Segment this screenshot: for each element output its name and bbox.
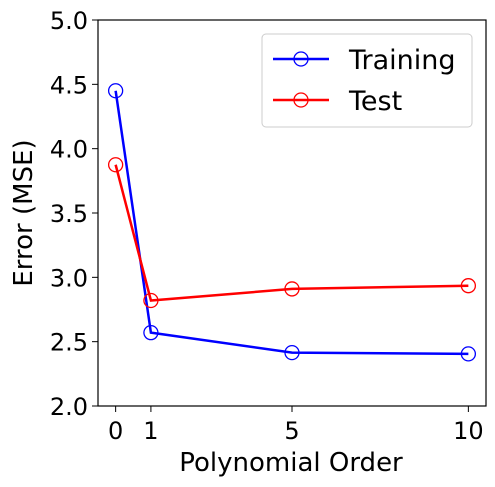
y-tick-label: 2.0 (50, 393, 88, 421)
x-tick-label: 10 (453, 417, 484, 445)
axis-layer: 0 1 5 10 2.0 2.5 3.0 3.5 4.0 4.5 5.0 (50, 7, 484, 445)
test-series-line (114, 164, 469, 302)
y-tick-label: 3.5 (50, 200, 88, 228)
x-tick-label: 0 (108, 417, 123, 445)
training-point (284, 344, 300, 361)
test-point (107, 157, 124, 173)
test-point (143, 292, 159, 309)
training-point (107, 83, 124, 99)
y-tick-label: 3.0 (50, 264, 88, 292)
y-tick-label: 5.0 (50, 7, 88, 35)
legend-training-label: Training (348, 45, 456, 76)
y-axis-title: Error (MSE) (9, 139, 39, 286)
legend: Training Test (261, 33, 473, 128)
training-point (460, 346, 477, 362)
legend-frame (261, 33, 473, 128)
y-tick-label: 2.5 (50, 329, 88, 357)
legend-test-label: Test (348, 86, 402, 117)
legend-test-marker (293, 92, 309, 108)
y-tick-label: 4.0 (50, 136, 88, 164)
training-point (143, 325, 159, 341)
x-tick-label: 5 (284, 417, 299, 445)
y-tick-label: 4.5 (50, 71, 88, 99)
legend-training-marker (293, 51, 309, 67)
test-point (284, 281, 300, 297)
x-axis-title: Polynomial Order (179, 448, 403, 478)
series-layer (107, 83, 477, 362)
training-series-line (114, 90, 469, 356)
test-point (460, 278, 477, 294)
x-tick-label: 1 (143, 417, 158, 445)
